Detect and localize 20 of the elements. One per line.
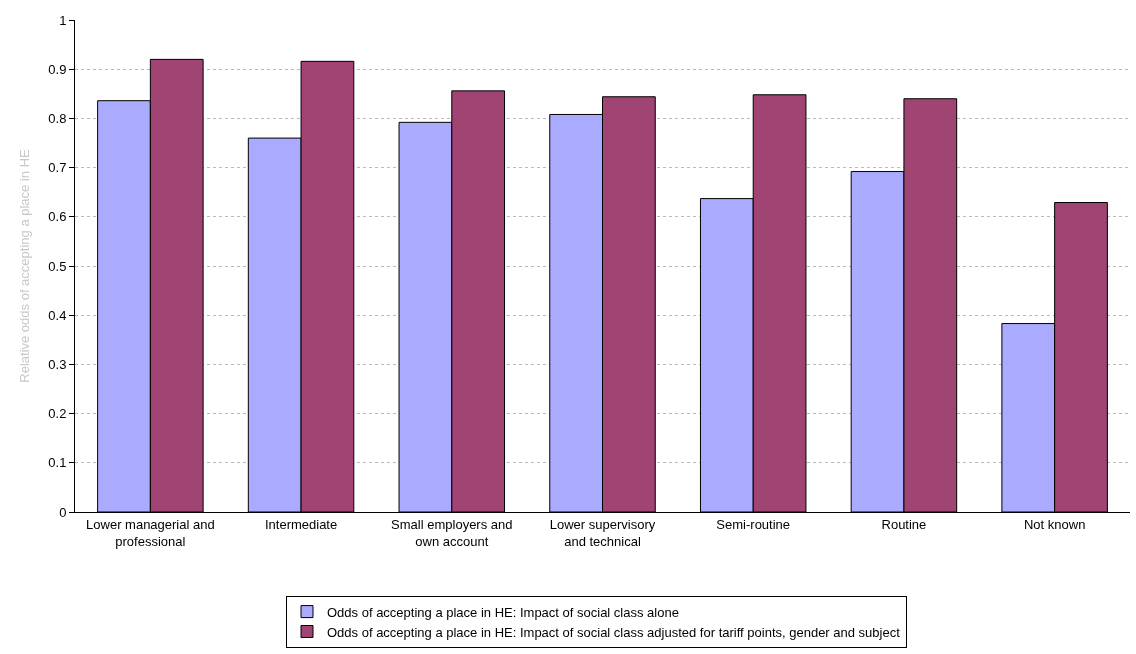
x-tick-label: Routine (881, 516, 927, 532)
y-tick-label: 0.1 (48, 455, 67, 471)
x-tick-label: Semi-routine (716, 516, 791, 532)
y-tick-label: 0.2 (48, 406, 67, 422)
y-tick-label: 0.7 (48, 160, 67, 176)
y-tick-label: 0.9 (48, 61, 67, 77)
y-tick-label: 0.4 (48, 307, 67, 323)
y-tick-label: 1 (59, 12, 67, 28)
y-tick-label: 0.6 (48, 209, 67, 225)
y-tick-label: 0 (59, 504, 67, 520)
y-tick-label: 0.5 (48, 258, 67, 274)
x-tick-label: Lower managerial and professional (86, 516, 215, 549)
x-tick-label: Not known (1023, 516, 1086, 532)
legend-label: Odds of accepting a place in HE: Impact of social class adjusted for tariff points, gender and subject (327, 624, 901, 640)
y-tick-label: 0.8 (48, 110, 67, 126)
x-tick-label: Small employers and own account (391, 516, 513, 549)
x-tick-label: Intermediate (264, 516, 338, 532)
y-tick-label: 0.3 (48, 356, 67, 372)
x-tick-label: Lower supervisory and technical (549, 516, 656, 549)
legend-label: Odds of accepting a place in HE: Impact of social class alone (327, 604, 679, 620)
